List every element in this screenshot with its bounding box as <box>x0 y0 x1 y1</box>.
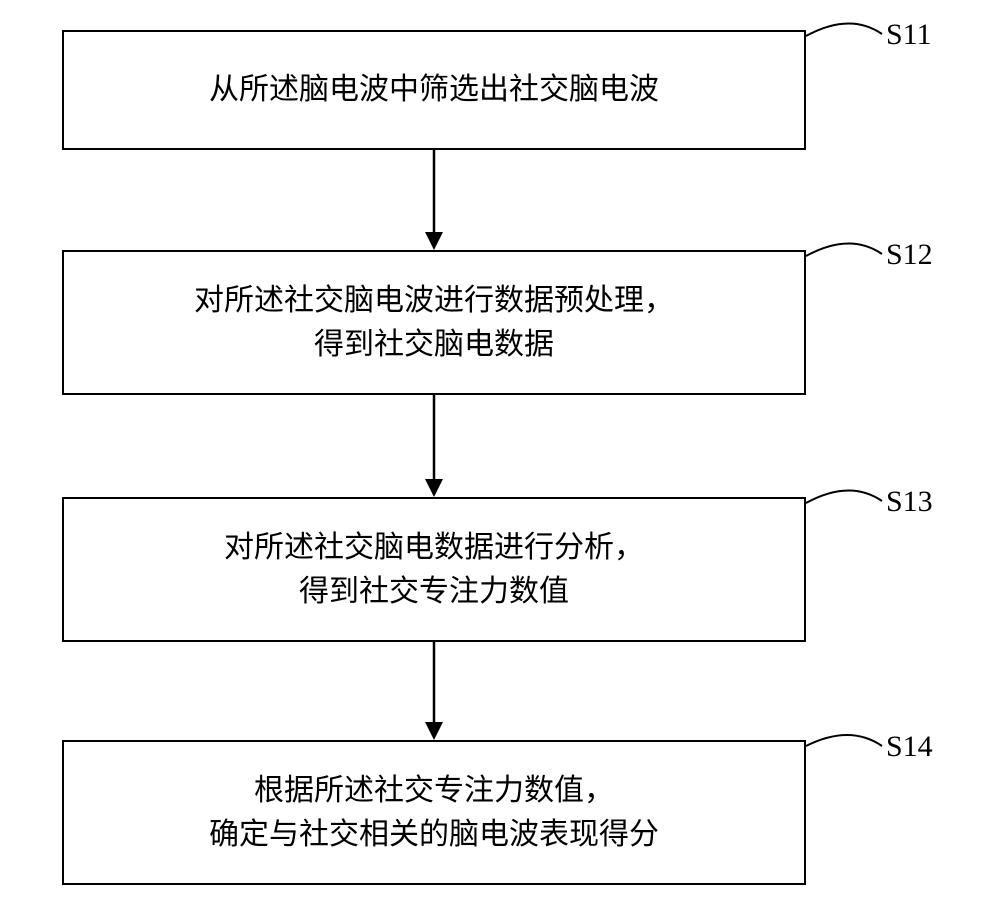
flow-node-s14: 根据所述社交专注力数值， 确定与社交相关的脑电波表现得分 <box>62 740 806 885</box>
flow-node-s12: 对所述社交脑电波进行数据预处理， 得到社交脑电数据 <box>62 250 806 395</box>
flow-node-s12-text: 对所述社交脑电波进行数据预处理， 得到社交脑电数据 <box>194 279 674 366</box>
step-label-s12: S12 <box>886 238 933 272</box>
flow-node-s13: 对所述社交脑电数据进行分析， 得到社交专注力数值 <box>62 497 806 642</box>
step-label-s13: S13 <box>886 485 933 519</box>
flow-node-s13-text: 对所述社交脑电数据进行分析， 得到社交专注力数值 <box>224 526 644 613</box>
flow-node-s11-text: 从所述脑电波中筛选出社交脑电波 <box>209 68 659 112</box>
flow-node-s11: 从所述脑电波中筛选出社交脑电波 <box>62 30 806 150</box>
step-label-s14: S14 <box>886 730 933 764</box>
flow-node-s14-text: 根据所述社交专注力数值， 确定与社交相关的脑电波表现得分 <box>209 769 659 856</box>
flowchart-canvas: 从所述脑电波中筛选出社交脑电波 S11 对所述社交脑电波进行数据预处理， 得到社… <box>0 0 1000 904</box>
step-label-s11: S11 <box>886 18 932 52</box>
